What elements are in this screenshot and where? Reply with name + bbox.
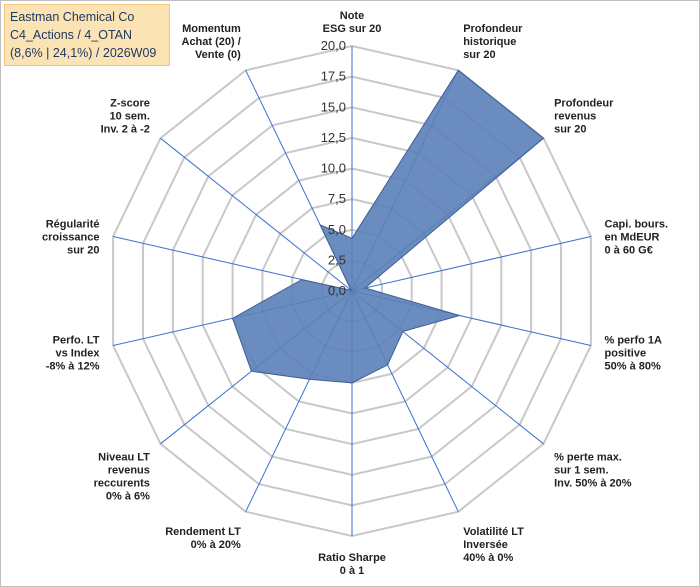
- radar-series: [231, 69, 545, 384]
- axis-label-line: 40% à 0%: [463, 552, 513, 564]
- axis-label-line: reccurents: [94, 478, 150, 490]
- axis-label-line: Perfo. LT: [53, 335, 100, 347]
- axis-label-line: Capi. bours.: [605, 218, 669, 230]
- axis-label-line: Achat (20) /: [182, 36, 241, 48]
- axis-label-line: Momentum: [182, 23, 241, 35]
- axis-label-line: 0 à 1: [340, 565, 364, 577]
- axis-label-line: sur 1 sem.: [554, 465, 608, 477]
- chart-title-line-3: (8,6% | 24,1%) / 2026W09: [10, 46, 157, 60]
- tick-label: 15,0: [321, 99, 346, 114]
- axis-label-line: vs Index: [55, 348, 100, 360]
- axis-label-line: Inversée: [463, 539, 508, 551]
- axis-label-line: Ratio Sharpe: [318, 552, 386, 564]
- chart-title-box: Eastman Chemical Co C4_Actions / 4_OTAN …: [4, 4, 170, 66]
- axis-label-line: croissance: [42, 231, 99, 243]
- axis-label-line: Rendement LT: [165, 526, 241, 538]
- tick-label: 10,0: [321, 161, 346, 176]
- axis-label-line: en MdEUR: [605, 231, 660, 243]
- axis-label-line: sur 20: [67, 244, 99, 256]
- chart-title-line-1: Eastman Chemical Co: [10, 10, 135, 24]
- axis-label-line: sur 20: [463, 49, 495, 61]
- axis-label-line: Niveau LT: [98, 452, 150, 464]
- axis-label-line: 0% à 20%: [191, 539, 241, 551]
- axis-label-line: % perfo 1A: [605, 335, 663, 347]
- axis-label: Rendement LT0% à 20%: [165, 526, 241, 551]
- axis-label-line: revenus: [108, 465, 150, 477]
- axis-label-line: 10 sem.: [110, 110, 150, 122]
- axis-label-line: 0 à 60 G€: [605, 244, 653, 256]
- axis-label-line: Volatilité LT: [463, 526, 524, 538]
- axis-label-line: Note: [340, 10, 364, 22]
- series-area: [231, 69, 545, 384]
- axis-label-line: -8% à 12%: [46, 361, 100, 373]
- tick-label: 17,5: [321, 69, 346, 84]
- axis-label-line: Inv. 50% à 20%: [554, 478, 632, 490]
- radar-tick-labels: 0,0 2,5 5,0 7,5 10,0 12,5 15,0 17,5 20,0: [321, 38, 346, 298]
- tick-label: 7,5: [328, 191, 346, 206]
- axis-spoke: [160, 137, 353, 292]
- axis-label-line: positive: [605, 348, 647, 360]
- axis-label-line: sur 20: [554, 123, 586, 135]
- axis-label-line: ESG sur 20: [323, 23, 382, 35]
- axis-label-line: Profondeur: [463, 23, 523, 35]
- axis-spoke: [351, 236, 592, 292]
- axis-label-line: Inv. 2 à -2: [101, 123, 150, 135]
- axis-label-line: Régularité: [46, 218, 100, 230]
- axis-label-line: Profondeur: [554, 97, 614, 109]
- axis-label-line: 50% à 80%: [605, 361, 661, 373]
- axis-label-line: 0% à 6%: [106, 491, 150, 503]
- tick-label: 2,5: [328, 252, 346, 267]
- chart-title-line-2: C4_Actions / 4_OTAN: [10, 28, 133, 42]
- tick-label: 0,0: [328, 283, 346, 298]
- tick-label: 12,5: [321, 130, 346, 145]
- axis-label-line: % perte max.: [554, 452, 622, 464]
- axis-label: % perte max.sur 1 sem.Inv. 50% à 20%: [554, 452, 632, 490]
- axis-label-line: historique: [463, 36, 516, 48]
- axis-label-line: Vente (0): [195, 49, 241, 61]
- tick-label: 20,0: [321, 38, 346, 53]
- axis-label-line: Z-score: [110, 97, 150, 109]
- tick-label: 5,0: [328, 222, 346, 237]
- axis-label-line: revenus: [554, 110, 596, 122]
